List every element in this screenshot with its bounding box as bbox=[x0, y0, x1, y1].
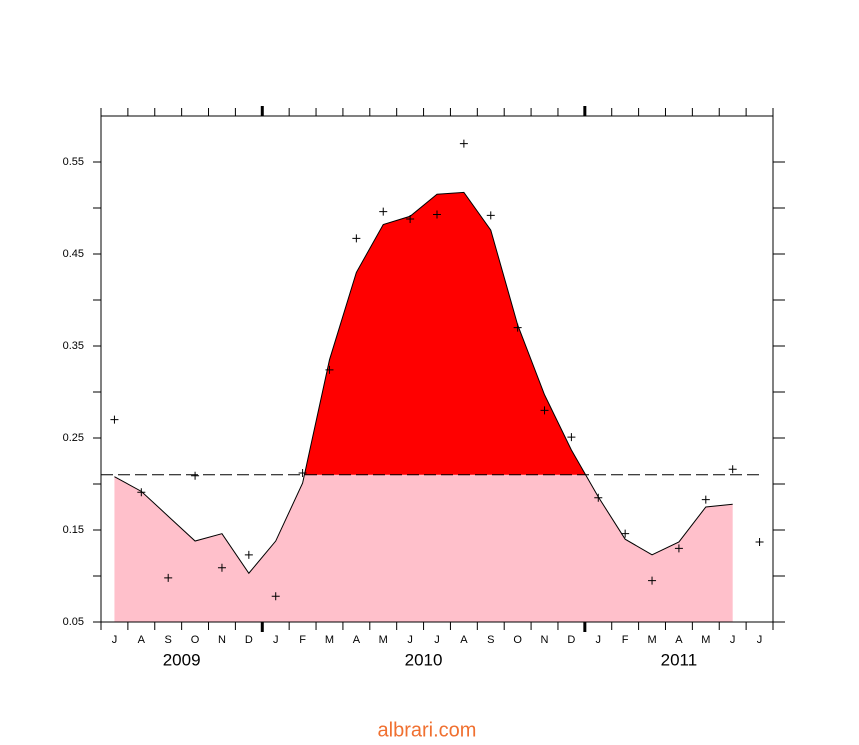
marker bbox=[298, 468, 307, 477]
y-tick-label: 0.15 bbox=[63, 524, 84, 536]
y-tick-label: 0.55 bbox=[63, 156, 84, 168]
marker bbox=[567, 433, 576, 442]
x-tick-label: F bbox=[299, 634, 306, 646]
marker bbox=[406, 215, 415, 224]
watermark: albrari.com bbox=[378, 719, 477, 740]
x-tick-label: F bbox=[622, 634, 629, 646]
marker bbox=[513, 323, 522, 332]
marker bbox=[244, 550, 253, 559]
marker bbox=[325, 365, 334, 374]
x-tick-label: O bbox=[513, 634, 522, 646]
x-tick-label: M bbox=[701, 634, 710, 646]
x-tick-label: J bbox=[434, 634, 440, 646]
year-label: 2011 bbox=[661, 650, 698, 669]
marker bbox=[755, 537, 764, 546]
marker bbox=[164, 573, 173, 582]
x-tick-label: A bbox=[675, 634, 683, 646]
x-tick-label: J bbox=[596, 634, 602, 646]
x-tick-label: A bbox=[138, 634, 146, 646]
x-tick-label: J bbox=[112, 634, 118, 646]
x-tick-label: M bbox=[647, 634, 656, 646]
line bbox=[114, 191, 733, 575]
x-tick-label: J bbox=[757, 634, 763, 646]
marker bbox=[379, 207, 388, 216]
x-tick-label: M bbox=[325, 634, 334, 646]
x-tick-label: S bbox=[487, 634, 494, 646]
x-tick-label: J bbox=[407, 634, 413, 646]
x-tick-label: M bbox=[379, 634, 388, 646]
x-tick-label: D bbox=[245, 634, 253, 646]
x-tick-label: A bbox=[353, 634, 361, 646]
year-label: 2010 bbox=[405, 650, 443, 669]
year-label: 2009 bbox=[163, 650, 201, 669]
x-tick-label: J bbox=[730, 634, 736, 646]
marker bbox=[540, 406, 549, 415]
marker bbox=[271, 592, 280, 601]
y-tick-label: 0.05 bbox=[63, 616, 84, 628]
x-tick-label: N bbox=[218, 634, 226, 646]
y-tick-label: 0.25 bbox=[63, 432, 84, 444]
x-tick-label: N bbox=[541, 634, 549, 646]
y-tick-label: 0.45 bbox=[63, 248, 84, 260]
x-tick-label: J bbox=[273, 634, 279, 646]
marker bbox=[433, 210, 441, 219]
marker bbox=[459, 139, 468, 148]
x-tick-label: S bbox=[165, 634, 172, 646]
area-above bbox=[304, 192, 586, 475]
marker bbox=[191, 471, 200, 480]
marker bbox=[137, 488, 146, 497]
marker bbox=[701, 495, 710, 504]
x-tick-label: D bbox=[567, 634, 575, 646]
x-tick-label: O bbox=[191, 634, 200, 646]
marker bbox=[728, 465, 737, 474]
marker bbox=[674, 544, 683, 553]
marker bbox=[217, 563, 226, 572]
marker bbox=[110, 415, 119, 424]
marker bbox=[352, 234, 361, 243]
marker bbox=[594, 493, 603, 502]
marker bbox=[648, 576, 657, 585]
plot-frame bbox=[100, 115, 774, 623]
marker bbox=[621, 529, 630, 538]
fills bbox=[114, 192, 733, 623]
y-tick-label: 0.35 bbox=[63, 340, 84, 352]
marker bbox=[486, 211, 495, 220]
x-tick-label: A bbox=[460, 634, 468, 646]
